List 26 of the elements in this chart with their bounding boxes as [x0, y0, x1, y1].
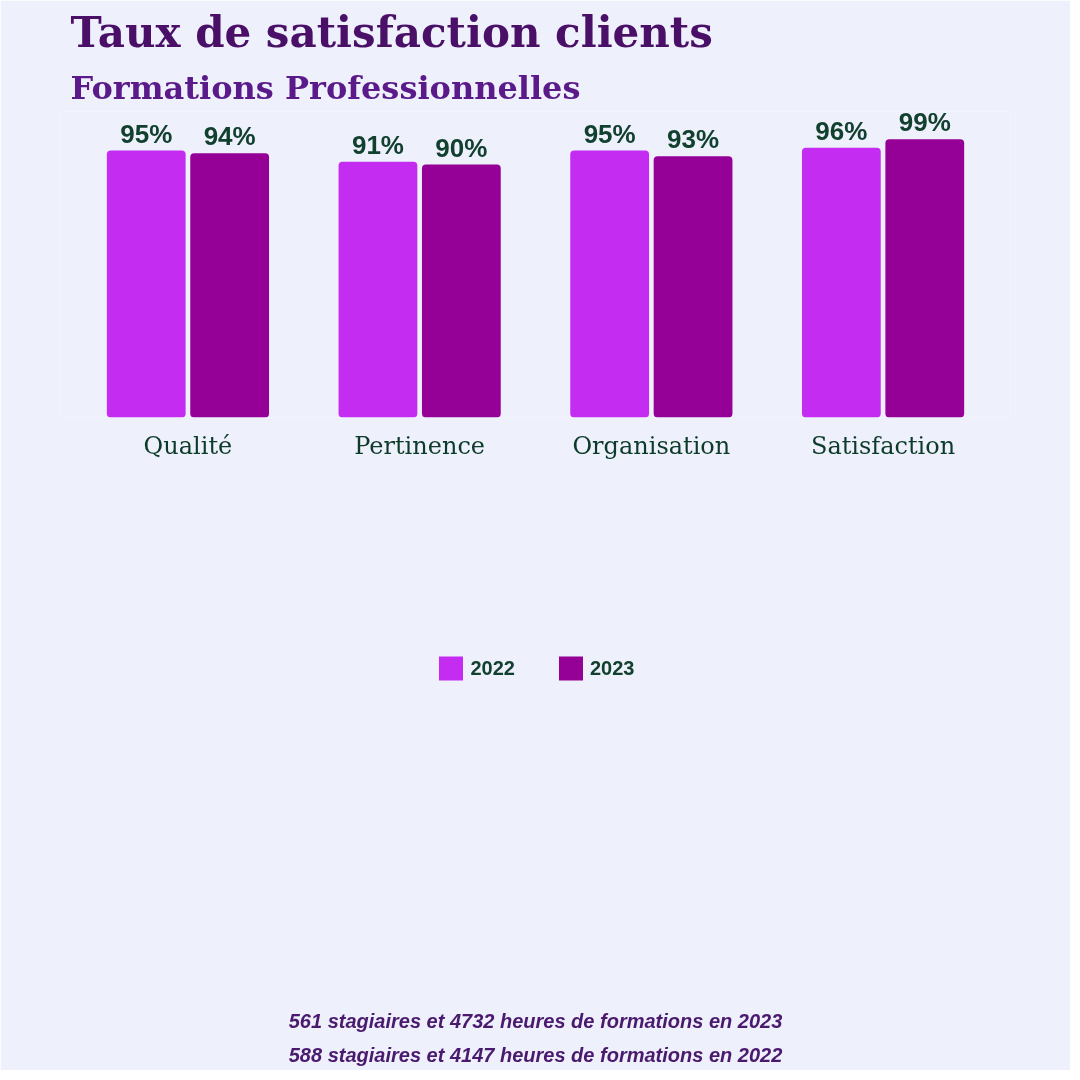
bar [338, 161, 418, 418]
bar [106, 150, 186, 418]
x-tick-label: Qualité [143, 431, 233, 460]
legend-label: 2022 [470, 656, 515, 680]
bar [421, 164, 501, 418]
chart-title: Taux de satisfaction clients [70, 7, 713, 57]
bar [190, 153, 270, 418]
data-label: 93% [667, 124, 720, 155]
x-tick-label: Satisfaction [810, 431, 956, 460]
data-label: 94% [203, 121, 256, 152]
bar [570, 150, 650, 418]
chart-subtitle: Formations Professionnelles [70, 68, 581, 107]
data-label: 90% [435, 132, 488, 163]
data-label: 91% [351, 129, 404, 160]
data-label: 99% [898, 107, 951, 138]
x-tick-label: Organisation [572, 431, 731, 460]
text: 561 stagiaires et 4732 heures de formations en 2023 [288, 1009, 783, 1032]
legend-label: 2023 [590, 656, 635, 680]
data-label: 95% [120, 118, 173, 149]
bar [885, 139, 965, 418]
bar [801, 147, 881, 418]
data-label: 95% [583, 118, 636, 149]
bar [653, 156, 733, 418]
text: 588 stagiaires et 4147 heures de formations en 2022 [288, 1043, 783, 1066]
data-label: 96% [815, 115, 868, 146]
x-tick-label: Pertinence [354, 431, 486, 460]
